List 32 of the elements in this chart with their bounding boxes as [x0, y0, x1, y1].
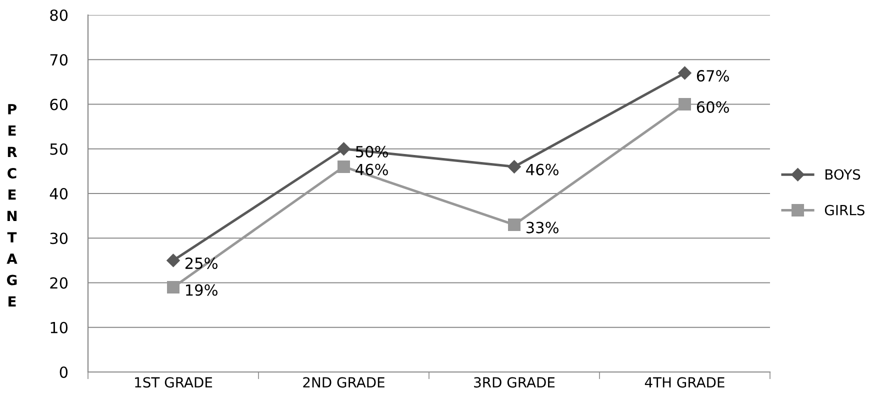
legend-label: GIRLS — [824, 204, 864, 216]
point — [166, 254, 180, 268]
data-label: 46% — [526, 164, 558, 176]
legend-label: BOYS — [826, 169, 860, 180]
x-tick-label: 2ND GRADE — [303, 377, 384, 388]
y-tick-label: 10 — [50, 322, 68, 334]
point — [337, 142, 350, 156]
y-tick-label: 50 — [50, 143, 68, 155]
x-tick-label: 1ST GRADE — [135, 377, 212, 388]
y-tick-label: 30 — [50, 232, 68, 244]
y-tick-label: 40 — [50, 188, 68, 200]
y-tick-label: 0 — [60, 366, 68, 378]
data-label: 33% — [526, 222, 558, 234]
data-label: 19% — [186, 284, 218, 296]
point — [508, 160, 521, 174]
y-tick-label: 60 — [50, 98, 68, 110]
data-label: 46% — [356, 164, 388, 176]
point — [167, 280, 180, 294]
point — [338, 160, 350, 173]
y-tick-label: 70 — [50, 54, 68, 66]
point — [678, 98, 691, 110]
x-tick-label: 4TH GRADE — [644, 377, 724, 388]
y-tick-label: 80 — [50, 9, 68, 22]
data-label: 50% — [356, 146, 388, 158]
data-label: 60% — [696, 101, 729, 113]
x-tick-label: 3RD GRADE — [474, 377, 555, 388]
data-label: 25% — [185, 257, 218, 270]
text: PERCENTAGE — [6, 104, 18, 306]
data-label: 67% — [696, 70, 729, 82]
y-tick-label: 20 — [50, 277, 68, 289]
point — [508, 218, 520, 231]
point — [678, 66, 692, 80]
